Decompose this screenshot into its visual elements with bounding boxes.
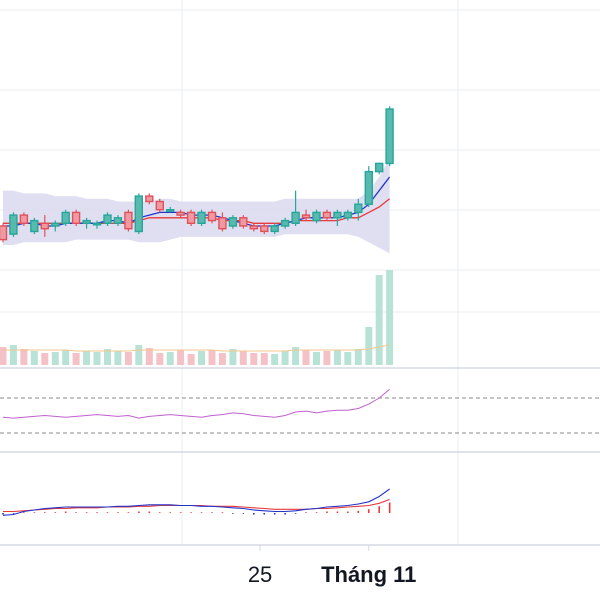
bollinger-band	[3, 158, 390, 254]
volume-pane	[0, 270, 394, 365]
volume-bar	[292, 347, 300, 365]
volume-bar	[260, 353, 268, 365]
candle-body	[322, 211, 332, 219]
candle-body	[30, 219, 39, 233]
candle-body	[113, 217, 123, 224]
volume-bar	[145, 348, 153, 365]
candle-body	[176, 211, 185, 216]
candlestick-series	[0, 106, 394, 243]
volume-bar	[271, 354, 279, 365]
x-axis-tick-label: Tháng 11	[321, 562, 416, 587]
candle-body	[343, 211, 352, 219]
volume-bar	[187, 354, 195, 365]
candle-body	[260, 225, 269, 233]
macd-pane	[2, 488, 391, 516]
volume-bar	[135, 345, 143, 365]
rsi-pane	[0, 388, 600, 434]
candle-body	[134, 195, 144, 233]
candle-body	[19, 214, 29, 225]
volume-bar	[333, 350, 341, 365]
grid-lines	[0, 0, 600, 545]
volume-bar	[124, 352, 132, 365]
candle-body	[280, 219, 290, 227]
volume-bar	[208, 350, 216, 365]
candle-body	[312, 211, 321, 222]
volume-bar	[229, 349, 237, 365]
candle-body	[207, 211, 217, 222]
volume-bar	[30, 351, 38, 365]
volume-bar	[323, 351, 331, 365]
volume-bar	[93, 352, 101, 365]
candle-body	[354, 203, 363, 214]
candle-body	[51, 222, 60, 227]
candle-body	[186, 211, 196, 224]
candle-body	[103, 214, 112, 225]
volume-bar	[83, 351, 91, 365]
candle-body	[61, 211, 70, 224]
candle-body	[228, 217, 238, 227]
volume-bar	[239, 351, 247, 365]
x-axis: 25 Tháng 11	[248, 545, 416, 587]
candle-body	[82, 219, 91, 225]
volume-bar	[20, 349, 28, 365]
volume-bar	[250, 353, 258, 365]
volume-bar	[41, 353, 49, 365]
volume-bar	[375, 275, 383, 365]
candle-body	[0, 225, 8, 241]
volume-bar	[344, 352, 352, 365]
volume-bar	[156, 353, 164, 365]
volume-bar	[281, 351, 289, 365]
volume-bar	[198, 351, 205, 365]
volume-bar	[354, 349, 362, 365]
volume-bar	[114, 351, 122, 365]
rsi-line	[2, 388, 390, 419]
candle-body	[71, 211, 81, 224]
volume-bar	[62, 350, 70, 365]
pane-dividers	[0, 367, 600, 546]
candle-body	[218, 217, 227, 230]
candle-body	[239, 217, 248, 227]
candle-body	[333, 211, 342, 219]
candle-body	[145, 195, 154, 203]
volume-bar	[313, 352, 320, 365]
volume-bar	[166, 352, 174, 365]
volume-bar	[0, 347, 7, 365]
candle-body	[249, 225, 259, 230]
volume-bar	[177, 350, 185, 365]
volume-bar	[302, 350, 310, 365]
candle-body	[40, 222, 49, 230]
volume-bar	[104, 349, 111, 365]
candle-body	[92, 222, 102, 226]
volume-bar	[9, 345, 17, 365]
candle-body	[291, 211, 300, 224]
volume-bar	[365, 327, 373, 365]
volume-bar	[72, 353, 80, 365]
volume-ma-line	[3, 344, 390, 352]
candle-body	[301, 214, 311, 219]
volume-bar	[51, 352, 59, 365]
bollinger-band-fill	[3, 158, 390, 254]
volume-bar	[218, 353, 226, 365]
candle-body	[385, 108, 394, 165]
candle-body	[270, 225, 279, 233]
volume-bar	[386, 270, 394, 365]
macd-line	[2, 488, 390, 516]
candle-body	[165, 208, 175, 212]
candle-body	[375, 162, 384, 173]
candle-body	[197, 211, 206, 224]
x-axis-tick-label: 25	[248, 562, 272, 587]
candle-body	[155, 200, 165, 211]
candle-body	[364, 170, 373, 205]
candle-body	[124, 211, 133, 230]
candle-body	[9, 214, 18, 235]
